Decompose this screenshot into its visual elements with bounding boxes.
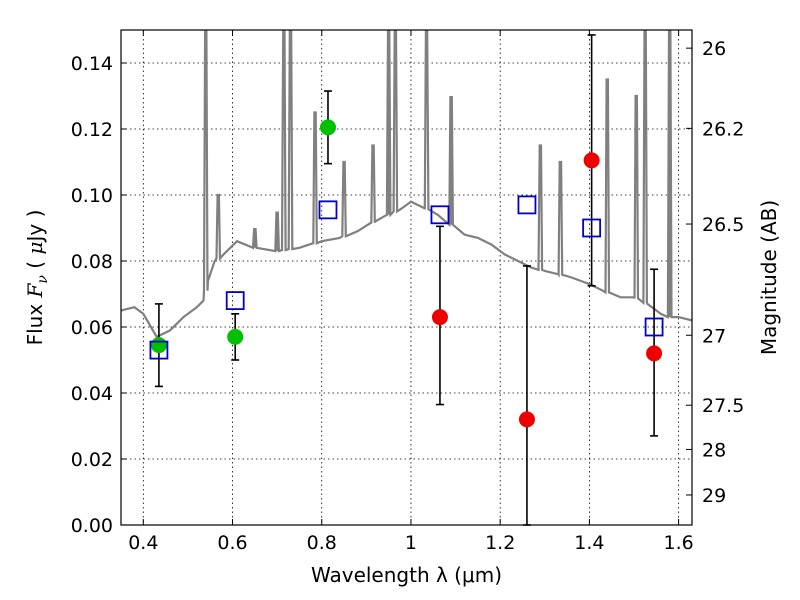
y2-tick-label: 29: [702, 485, 726, 507]
y2-tick-label: 26.5: [702, 214, 744, 236]
x-tick-label: 1.6: [664, 532, 694, 554]
y2-axis-label: Magnitude (AB): [757, 200, 781, 355]
model-photometry-point: [582, 218, 602, 238]
grid: [121, 30, 692, 525]
model-photometry-point: [644, 317, 664, 337]
detections-point: [227, 328, 244, 345]
x-tick-label: 1: [405, 532, 417, 554]
x-tick-label: 0.8: [307, 532, 337, 554]
upper-limits-point: [518, 411, 535, 428]
y2-tick-label: 27: [702, 325, 726, 347]
plot-frame: [120, 29, 693, 526]
y-label-subscript: ν: [35, 275, 51, 284]
detections-point: [319, 119, 336, 136]
detections-point: [150, 337, 167, 354]
y-tick-label: 0.02: [71, 449, 113, 471]
y-label-lead: Flux: [23, 297, 47, 345]
y2-tick-label: 28: [702, 439, 726, 461]
y-label-symbol: F: [23, 282, 47, 298]
model-photometry-point: [149, 340, 169, 360]
x-tick-label: 1.4: [574, 532, 604, 554]
x-tick-label: 0.4: [128, 532, 158, 554]
y2-tick-label: 26.2: [702, 118, 744, 140]
y-label-tail: Jy ): [23, 210, 47, 244]
upper-limits-point: [646, 345, 663, 362]
markers: [149, 119, 664, 428]
y2-tick-label: 27.5: [702, 395, 744, 417]
model-spectrum-line: [121, 30, 692, 339]
y-tick-label: 0.04: [71, 383, 113, 405]
model-spectrum-layer: [121, 30, 692, 339]
x-axis-label: Wavelength λ (μm): [311, 563, 502, 587]
model-photometry-point: [225, 291, 245, 311]
x-tick-label: 0.6: [217, 532, 247, 554]
x-tick-label: 1.2: [485, 532, 515, 554]
upper-limits-point: [431, 309, 448, 326]
y-tick-label: 0.06: [71, 317, 113, 339]
y-tick-label: 0.14: [71, 53, 113, 75]
model-photometry-point: [318, 200, 338, 220]
model-photometry-point: [517, 195, 537, 215]
y-axis-label: Flux Fν ( μJy ): [23, 210, 51, 346]
y-label-mu: μ: [23, 242, 47, 255]
model-photometry-point: [430, 205, 450, 225]
y-tick-label: 0.08: [71, 251, 113, 273]
errorbars: [154, 34, 659, 526]
y-tick-label: 0.10: [71, 185, 113, 207]
ticks: 0.4 0.6 0.8 1 1.2 1.4 1.6 0.00 0.02 0.04 0.06 0.08 0…: [71, 30, 744, 554]
y-tick-label: 0.00: [71, 515, 113, 537]
y2-tick-label: 26: [702, 38, 726, 60]
upper-limits-point: [583, 152, 600, 169]
y-tick-label: 0.12: [71, 119, 113, 141]
y-label-mid: (: [23, 255, 47, 276]
